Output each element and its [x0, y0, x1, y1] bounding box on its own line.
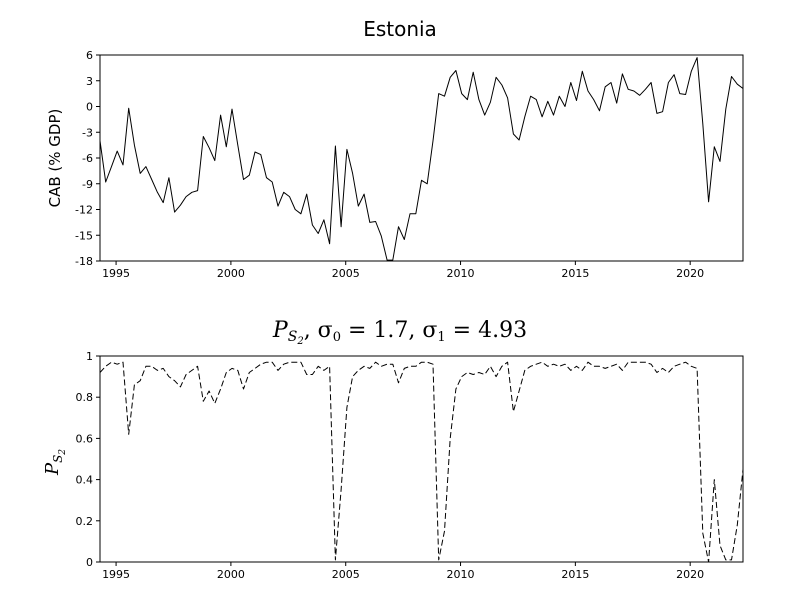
cab-ytick-label: -9: [82, 178, 93, 191]
title-sub0: 0: [333, 330, 341, 345]
ylabel-p: P: [42, 462, 63, 476]
probability-chart: PS2, σ0 = 1.7, σ1 = 4.93 PS2 1995 2000 200…: [42, 318, 744, 581]
cab-ytick-label: -6: [82, 152, 93, 165]
cab-chart: Estonia CAB (% GDP) 1995 2000 2005 2010 2015…: [46, 17, 744, 280]
title-s: S: [288, 329, 298, 345]
cab-ytick-label: 6: [86, 49, 93, 62]
title-p: P: [272, 318, 289, 343]
probability-xtick-label: 2015: [561, 568, 589, 581]
ylabel-s-sub: 2: [58, 449, 68, 456]
title-rest-b: = 1.7, σ: [341, 318, 437, 343]
probability-xtick-label: 2000: [217, 568, 245, 581]
probability-chart-ylabel: PS2: [42, 449, 68, 476]
cab-series-line: [99, 57, 744, 261]
cab-ytick-label: 3: [86, 75, 93, 88]
cab-ytick-label: -15: [75, 229, 93, 242]
probability-chart-title: PS2, σ0 = 1.7, σ1 = 4.93: [272, 318, 527, 347]
probability-ytick-label: 0.4: [76, 474, 94, 487]
probability-xtick-label: 1995: [102, 568, 130, 581]
probability-ytick-label: 0: [86, 556, 93, 569]
cab-ytick-label: -3: [82, 126, 93, 139]
title-s-sub: 2: [296, 336, 303, 347]
cab-xtick-label: 2010: [447, 267, 475, 280]
probability-xtick-label: 2020: [676, 568, 704, 581]
probability-chart-ticks: 1995 2000 2005 2010 2015 2020 0 0.2 0.4 0.6 0.8 1: [76, 350, 705, 581]
cab-chart-plot-frame: [99, 54, 744, 262]
title-sub1: 1: [437, 330, 445, 345]
cab-xtick-label: 2020: [676, 267, 704, 280]
probability-chart-plot-frame: [99, 355, 744, 563]
cab-chart-ticks: 1995 2000 2005 2010 2015 2020 -18 -15 -12 -9 -6 -3 0…: [75, 49, 704, 280]
ylabel-s: S: [51, 455, 65, 463]
cab-chart-ylabel: CAB (% GDP): [46, 109, 64, 208]
title-rest-c: = 4.93: [446, 318, 527, 343]
cab-xtick-label: 2005: [332, 267, 360, 280]
cab-ytick-label: -12: [75, 204, 93, 217]
title-rest-a: , σ: [304, 318, 333, 343]
probability-ytick-label: 1: [86, 350, 93, 363]
cab-ytick-label: -18: [75, 255, 93, 268]
cab-ytick-label: 0: [86, 101, 93, 114]
cab-xtick-label: 2015: [561, 267, 589, 280]
svg-text:PS2: PS2: [42, 449, 68, 476]
cab-chart-title: Estonia: [363, 17, 437, 41]
probability-series-line: [99, 361, 744, 563]
probability-xtick-label: 2010: [447, 568, 475, 581]
cab-xtick-label: 2000: [217, 267, 245, 280]
cab-xtick-label: 1995: [102, 267, 130, 280]
probability-xtick-label: 2005: [332, 568, 360, 581]
probability-ytick-label: 0.2: [76, 515, 94, 528]
probability-ytick-label: 0.8: [76, 391, 94, 404]
probability-ytick-label: 0.6: [76, 432, 94, 445]
